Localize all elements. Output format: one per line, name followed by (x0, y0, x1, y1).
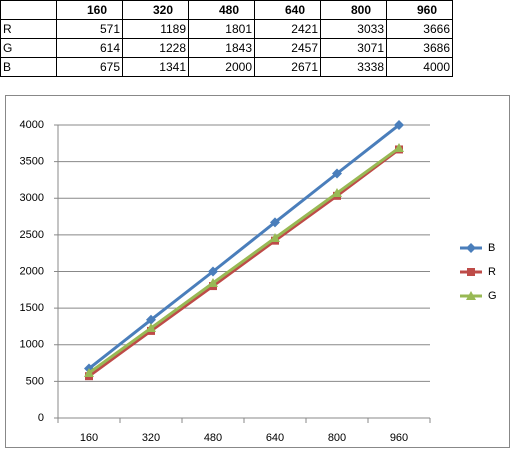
table-row: R 571 1189 1801 2421 3033 3666 (0, 19, 453, 39)
cell: 1341 (122, 57, 189, 77)
y-tick-label: 3500 (20, 156, 44, 168)
y-tick-label: 1500 (20, 302, 44, 314)
marker (332, 168, 342, 179)
marker (84, 368, 94, 378)
cell: 1843 (188, 38, 255, 58)
series-line (88, 123, 400, 370)
table-row: 160 320 480 640 800 960 (0, 0, 453, 20)
row-label: B (0, 57, 57, 77)
cell: 571 (56, 19, 123, 39)
legend-label: G (488, 290, 497, 302)
legend-label: B (488, 242, 495, 254)
marker (208, 266, 218, 277)
column-header: 800 (320, 0, 387, 20)
x-tick-label: 800 (328, 432, 346, 444)
marker (394, 120, 404, 130)
x-tick-label: 320 (142, 432, 160, 444)
marker (466, 243, 476, 253)
y-tick-label: 2500 (20, 229, 44, 241)
x-tick-label: 160 (80, 432, 98, 444)
y-tick-label: 2000 (20, 265, 44, 277)
series-line (88, 146, 400, 375)
data-table: 160 320 480 640 800 960 R 571 1189 1801 2421 3033 36… (0, 0, 453, 77)
x-tick-label: 960 (390, 432, 408, 444)
table-row: B 675 1341 2000 2671 3338 4000 (0, 57, 453, 77)
cell: 675 (56, 57, 123, 77)
cell: 2000 (188, 57, 255, 77)
marker (467, 268, 475, 276)
marker (394, 143, 404, 153)
cell: 2671 (254, 57, 321, 77)
legend-label: R (488, 266, 496, 278)
y-tick-label: 500 (26, 375, 44, 387)
cell: 4000 (386, 57, 453, 77)
y-tick-label: 1000 (20, 339, 44, 351)
marker (208, 278, 218, 288)
marker (146, 314, 156, 325)
x-tick-label: 640 (266, 432, 284, 444)
cell: 2457 (254, 38, 321, 58)
cell: 1189 (122, 19, 189, 39)
x-tick-label: 480 (204, 432, 222, 444)
marker (270, 217, 280, 228)
series-line (88, 148, 400, 378)
marker (332, 188, 342, 198)
y-tick-label: 3000 (20, 192, 44, 204)
cell: 3071 (320, 38, 387, 58)
cell: 3338 (320, 57, 387, 77)
table-row: G 614 1228 1843 2457 3071 3686 (0, 38, 453, 58)
marker (146, 323, 156, 333)
marker (466, 291, 476, 300)
marker (270, 233, 280, 243)
y-tick-label: 4000 (20, 119, 44, 131)
y-tick-label: 0 (38, 412, 44, 424)
